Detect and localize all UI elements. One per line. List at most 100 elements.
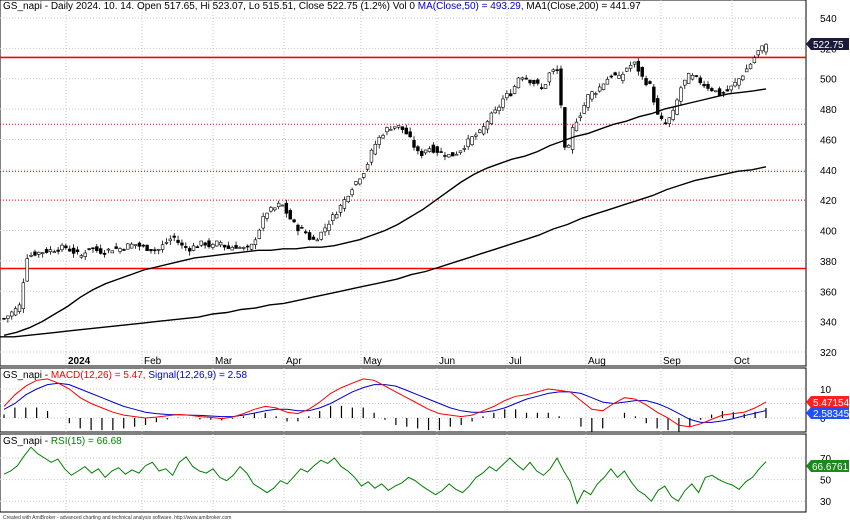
candle-body [276,202,281,208]
candle-body [420,150,424,156]
candle-body [601,83,606,90]
candle-body [64,245,68,249]
price-panel-frame [0,0,807,367]
ma50-label: MA(Close,50) = 493.29, [418,1,524,12]
candle-body [149,249,153,252]
candle-body [71,247,76,254]
candle-body [338,205,343,213]
candle-body [439,151,443,153]
candle-body [385,127,389,133]
ma200-line [0,166,767,338]
candle-body [164,241,169,244]
candle-body [40,252,45,254]
candle-body [68,248,72,252]
candle-body [48,249,53,252]
candle-body [679,87,683,102]
candle-body [203,242,207,246]
candle-body [605,79,610,85]
candle-body [408,131,412,138]
candle-body [493,109,497,114]
candle-body [245,245,250,248]
candle-body [137,242,142,247]
candle-body [392,126,397,129]
month-label: Mar [215,356,233,367]
rsi-badge: 66.6761 [806,460,849,473]
candle-body [261,215,265,229]
candle-body [184,246,188,248]
candle-body [613,72,617,76]
candle-body [532,79,536,84]
signal-label: Signal(12,26,9) = 2.58 [148,370,247,381]
candle-body [10,311,14,317]
candle-body [447,154,451,158]
candle-body [25,258,29,282]
candle-body [180,242,184,246]
candle-body [172,235,176,238]
candle-body [462,148,466,150]
candle-body [257,229,261,239]
candle-body [748,63,753,70]
candle-body [145,244,149,252]
month-label: 2024 [68,356,91,367]
candle-body [528,79,532,84]
horizontal-levels [0,56,806,270]
candle-body [702,83,706,87]
candle-body [578,115,583,118]
candle-body [199,240,203,246]
month-label: Jul [509,356,522,367]
candlesticks [2,43,768,323]
candle-body [13,308,18,316]
rsi-tick-label: 70 [820,454,832,465]
candle-body [686,73,691,84]
candle-body [690,74,695,80]
macd-line [3,378,767,428]
candle-body [478,129,482,133]
candle-body [485,121,490,130]
candle-body [153,249,157,251]
moving-averages [0,88,767,338]
candle-body [412,140,416,148]
candle-body [574,121,579,132]
candle-body [563,107,567,148]
candle-body [516,77,521,89]
candle-body [211,244,215,248]
macd-prefix: GS_napi - [3,370,51,381]
candle-body [586,94,590,108]
candle-body [625,67,629,72]
rsi-prefix: GS_napi - [3,436,51,447]
candle-body [706,83,710,89]
candle-body [509,93,513,97]
candle-body [95,246,99,251]
candle-body [594,93,598,95]
price-tick-label: 340 [820,318,837,329]
candle-body [342,199,347,209]
candle-body [44,249,49,253]
candle-body [129,243,134,249]
candle-body [365,164,370,170]
candle-body [597,86,602,92]
candle-body [694,75,699,77]
candle-body [126,243,130,250]
signal-badge: 2.58345 [806,407,850,420]
candle-body [609,75,613,78]
candle-body [744,68,749,73]
candle-body [350,189,354,196]
candle-body [698,77,702,84]
candle-body [253,239,258,245]
candle-body [191,245,196,251]
price-tick-label: 320 [820,348,837,359]
candle-body [501,98,505,108]
month-label: Feb [144,356,162,367]
candle-body [52,251,56,253]
candle-body [346,195,350,203]
candle-body [590,91,594,100]
candle-body [102,252,107,255]
candle-body [675,99,679,115]
candle-body [760,45,764,52]
candle-body [280,204,285,207]
candle-body [222,244,227,248]
candle-body [311,236,316,240]
candle-body [524,77,528,80]
macd-label: MACD(12,26) = 5.47, [51,370,146,381]
candle-body [249,243,254,250]
